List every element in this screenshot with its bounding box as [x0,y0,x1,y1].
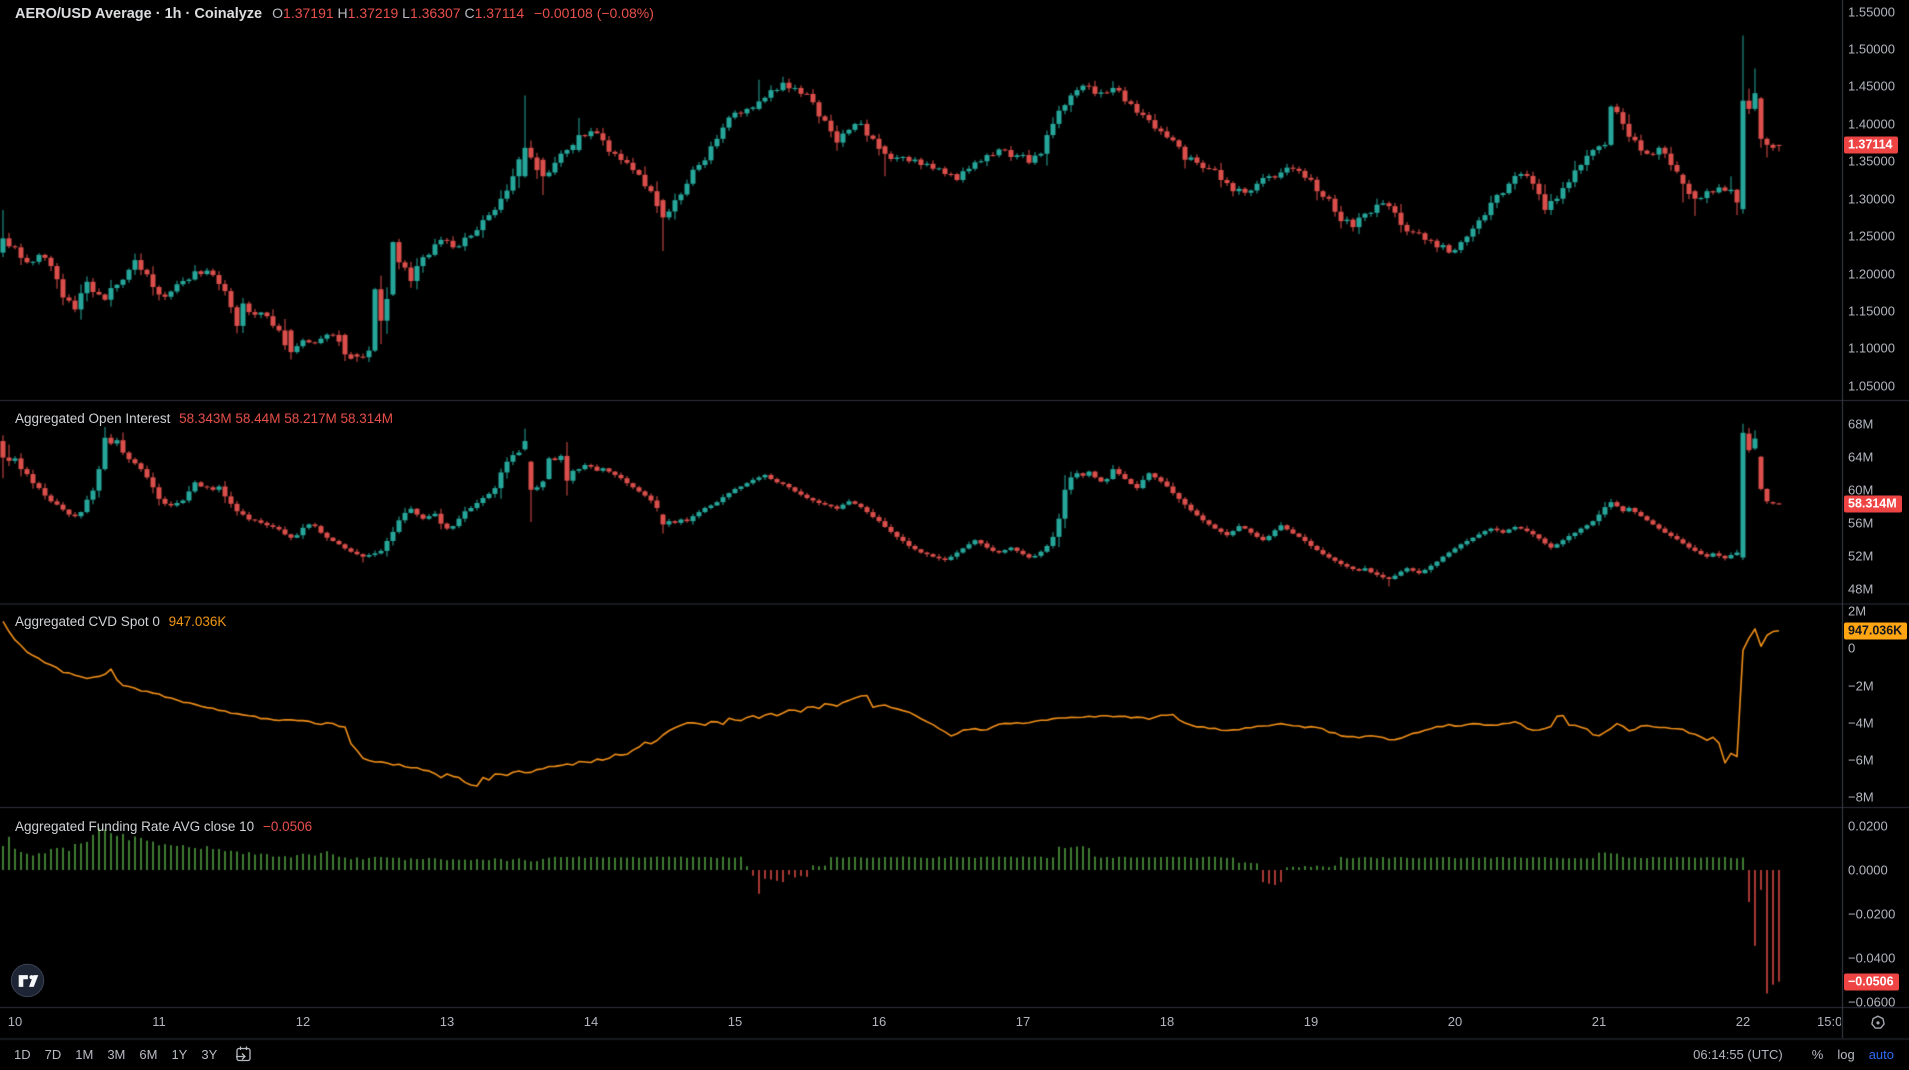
chart-app: AERO/USD Average · 1h · Coinalyze O1.371… [0,0,1909,1070]
chart-plot-area[interactable] [0,0,1909,1070]
